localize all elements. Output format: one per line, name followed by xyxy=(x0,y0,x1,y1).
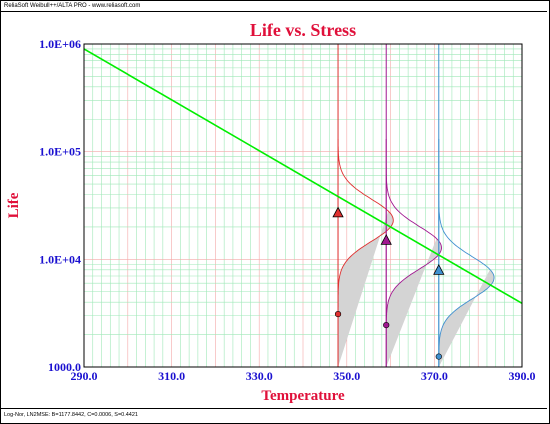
y-axis-label: Life xyxy=(6,192,22,218)
triangle-marker-348 xyxy=(333,207,343,217)
x-tick-label: 330.0 xyxy=(246,369,273,383)
x-tick-label: 390.0 xyxy=(509,369,536,383)
triangle-marker-359 xyxy=(381,235,391,245)
y-tick-label: 1.0E+05 xyxy=(39,145,81,159)
failure-point-371 xyxy=(436,354,442,360)
pdf-fill-359 xyxy=(386,239,441,367)
x-tick-label: 310.0 xyxy=(158,369,185,383)
failure-point-359 xyxy=(383,322,389,328)
y-tick-label: 1000.0 xyxy=(48,360,81,374)
footer-bar: Log-Nor, LN2MSE: B=1177.8442, C=0.0006, … xyxy=(1,408,547,421)
chart-title: Life vs. Stress xyxy=(250,20,356,40)
x-tick-label: 370.0 xyxy=(421,369,448,383)
x-tick-label: 350.0 xyxy=(333,369,360,383)
y-tick-label: 1.0E+04 xyxy=(39,252,81,266)
failure-point-348 xyxy=(335,311,341,317)
y-tick-label: 1.0E+06 xyxy=(39,37,81,51)
pdf-curves xyxy=(338,44,494,367)
x-axis-label: Temperature xyxy=(261,388,345,404)
pdf-fill-348 xyxy=(338,211,393,367)
tick-labels: 290.0 310.0 330.0 350.0 370.0 390.01000.01.0E… xyxy=(39,37,535,383)
